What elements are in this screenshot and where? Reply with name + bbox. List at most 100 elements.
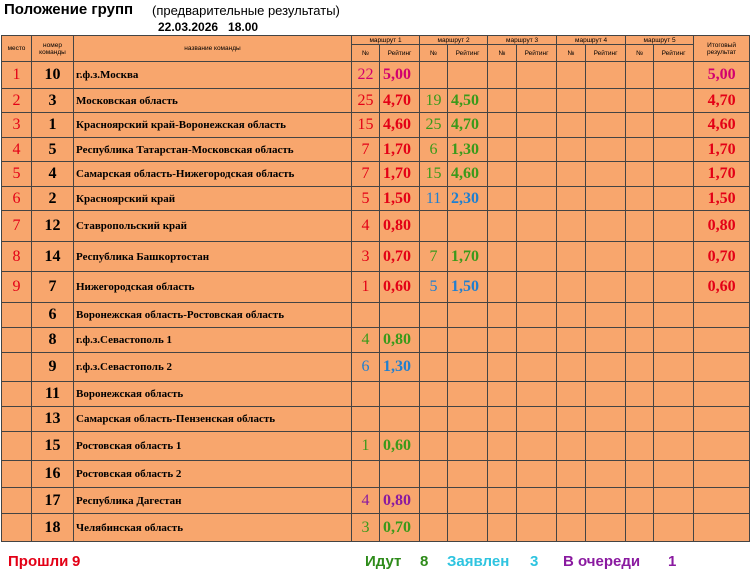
empty-cell [447, 302, 489, 328]
route-number: 5 [419, 271, 449, 303]
header-cell: № [556, 44, 587, 62]
header-cell: № [625, 44, 655, 62]
place [1, 460, 32, 488]
route-rating: 0,80 [378, 327, 421, 353]
empty-cell [625, 271, 655, 303]
table-row: 13 Самарская область-Пензенская область [1, 406, 750, 432]
route-rating: 4,50 [447, 88, 489, 113]
team-number: 8 [31, 327, 74, 353]
table-row: 17 Республика Дагестан 4 0,80 [1, 487, 750, 514]
title: Положение групп [4, 1, 134, 18]
route-rating: 1,50 [378, 186, 421, 211]
empty-cell [625, 161, 655, 187]
team-number: 17 [31, 487, 74, 514]
final-result: 1,50 [693, 186, 750, 211]
team-name: Республика Башкортостан [73, 241, 352, 272]
route-number: 3 [351, 241, 380, 272]
team-name: г.ф.з.Севастополь 2 [73, 352, 352, 382]
place [1, 431, 32, 461]
header-cell: маршрут 4 [556, 35, 627, 45]
route-number: 4 [351, 210, 380, 242]
empty-cell [556, 302, 587, 328]
place: 6 [1, 186, 32, 211]
table-row: 4 5 Республика Татарстан-Московская област… [1, 137, 750, 162]
empty-cell [516, 161, 558, 187]
empty-cell [585, 327, 627, 353]
team-number: 3 [31, 88, 74, 113]
team-name: Ставропольский край [73, 210, 352, 242]
footer-count: 1 [668, 553, 677, 570]
place: 4 [1, 137, 32, 162]
route-number: 25 [351, 88, 380, 113]
footer-label: В очереди [563, 553, 641, 570]
empty-cell [556, 381, 587, 407]
route-number: 6 [351, 352, 380, 382]
empty-cell [516, 460, 558, 488]
footer-label: Идут [365, 553, 402, 570]
empty-cell [516, 61, 558, 89]
team-number: 10 [31, 61, 74, 89]
results-table: место номер команды название команды маршру… [1, 35, 750, 542]
route-rating: 4,60 [447, 161, 489, 187]
empty-cell [556, 406, 587, 432]
empty-cell [516, 406, 558, 432]
empty-cell [419, 210, 449, 242]
team-number: 9 [31, 352, 74, 382]
empty-cell [585, 161, 627, 187]
header-cell: № [351, 44, 380, 62]
empty-cell [516, 352, 558, 382]
route-number: 22 [351, 61, 380, 89]
route-number: 3 [351, 513, 380, 542]
team-name: г.ф.з.Севастополь 1 [73, 327, 352, 353]
empty-cell [653, 61, 695, 89]
header-cell: название команды [73, 35, 352, 62]
empty-cell [653, 88, 695, 113]
route-number: 4 [351, 487, 380, 514]
team-name: Нижегородская область [73, 271, 352, 303]
table-row: 8 г.ф.з.Севастополь 1 4 0,80 [1, 327, 750, 353]
empty-cell [556, 186, 587, 211]
final-result: 1,70 [693, 137, 750, 162]
team-number: 13 [31, 406, 74, 432]
empty-cell [516, 302, 558, 328]
team-name: Республика Татарстан-Московская область [73, 137, 352, 162]
table-row: 16 Ростовская область 2 [1, 460, 750, 488]
route-rating: 1,50 [447, 271, 489, 303]
empty-cell [625, 460, 655, 488]
route-number: 1 [351, 431, 380, 461]
empty-cell [351, 460, 380, 488]
empty-cell [378, 381, 421, 407]
route-number: 1 [351, 271, 380, 303]
empty-cell [516, 241, 558, 272]
empty-cell [585, 460, 627, 488]
empty-cell [487, 271, 518, 303]
empty-cell [693, 460, 750, 488]
empty-cell [585, 137, 627, 162]
empty-cell [516, 271, 558, 303]
empty-cell [585, 271, 627, 303]
empty-cell [487, 241, 518, 272]
route-number: 25 [419, 112, 449, 138]
empty-cell [419, 61, 449, 89]
empty-cell [585, 487, 627, 514]
datetime: 22.03.2026 18.00 [158, 20, 259, 34]
empty-cell [516, 513, 558, 542]
empty-cell [653, 406, 695, 432]
empty-cell [556, 460, 587, 488]
header-cell: маршрут 5 [625, 35, 695, 45]
empty-cell [625, 487, 655, 514]
header-cell: Рейтинг [653, 44, 695, 62]
team-number: 12 [31, 210, 74, 242]
route-rating: 0,80 [378, 487, 421, 514]
place: 8 [1, 241, 32, 272]
team-name: Ростовская область 2 [73, 460, 352, 488]
team-name: Республика Дагестан [73, 487, 352, 514]
empty-cell [693, 327, 750, 353]
team-number: 2 [31, 186, 74, 211]
empty-cell [625, 210, 655, 242]
empty-cell [625, 112, 655, 138]
route-rating: 4,60 [378, 112, 421, 138]
team-number: 1 [31, 112, 74, 138]
empty-cell [556, 241, 587, 272]
